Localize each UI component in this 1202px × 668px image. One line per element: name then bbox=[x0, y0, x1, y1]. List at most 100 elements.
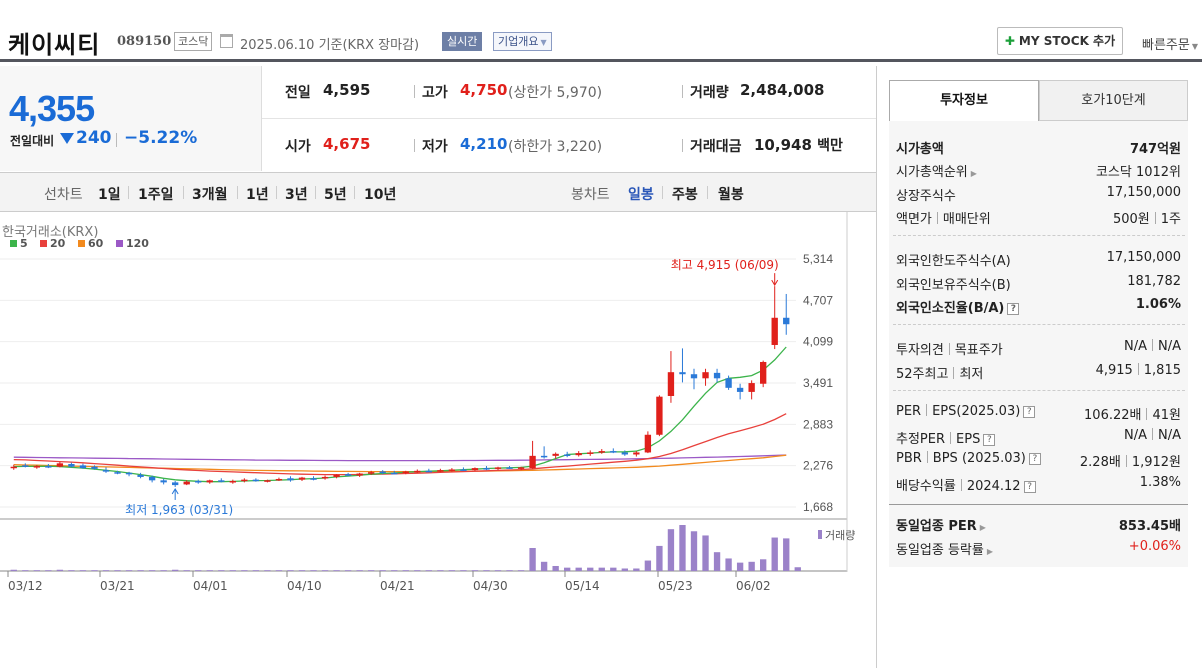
dividend-value: 1.38% bbox=[1139, 475, 1181, 490]
candle-monthly[interactable]: 월봉 bbox=[718, 187, 744, 203]
volume-bar bbox=[333, 570, 340, 571]
company-overview-dropdown[interactable]: 기업개요 ▼ bbox=[493, 32, 552, 51]
help-icon[interactable]: ? bbox=[1028, 453, 1041, 465]
open-label: 시가 bbox=[285, 139, 311, 155]
par-unit-label: 액면가 매매단위 bbox=[896, 208, 991, 227]
help-icon[interactable]: ? bbox=[983, 434, 996, 446]
divider bbox=[948, 343, 950, 355]
side-tabs: 투자정보 호가10단계 bbox=[889, 80, 1188, 121]
tab-order-book[interactable]: 호가10단계 bbox=[1039, 80, 1188, 121]
period-5y[interactable]: 5년 bbox=[324, 187, 347, 203]
amount-unit: 백만 bbox=[817, 138, 843, 154]
market-cap-rank-text: 시가총액순위 bbox=[896, 165, 968, 180]
divider bbox=[414, 85, 415, 98]
candle-body bbox=[702, 372, 709, 379]
add-my-stock-button[interactable]: ✚ MY STOCK 추가 bbox=[997, 27, 1123, 55]
help-icon[interactable]: ? bbox=[1023, 406, 1036, 418]
candle-body bbox=[160, 480, 167, 483]
candle-body bbox=[448, 469, 456, 471]
divider bbox=[936, 212, 938, 224]
amount-value: 10,948 백만 bbox=[754, 135, 843, 155]
candle-body bbox=[229, 481, 236, 483]
volume-bar bbox=[195, 570, 202, 571]
volume-bar bbox=[725, 558, 732, 571]
x-tick-label: 06/02 bbox=[736, 579, 771, 593]
per-value: 106.22배 bbox=[1084, 408, 1142, 423]
volume-bar bbox=[379, 570, 386, 571]
volume-bar bbox=[10, 569, 17, 571]
calendar-icon bbox=[220, 34, 233, 48]
candle-body bbox=[22, 465, 29, 467]
par-value: 500원 bbox=[1112, 212, 1150, 227]
par-unit-value: 500원 1주 bbox=[1113, 208, 1181, 227]
realtime-button[interactable]: 실시간 bbox=[442, 32, 483, 51]
week52-value: 4,915 1,815 bbox=[1096, 363, 1181, 378]
divider bbox=[926, 451, 928, 463]
listed-shares-label: 상장주식수 bbox=[896, 189, 956, 204]
period-10y[interactable]: 10년 bbox=[364, 187, 397, 203]
candle-body bbox=[506, 467, 513, 469]
volume-bar bbox=[748, 561, 755, 571]
period-1w[interactable]: 1주일 bbox=[138, 187, 174, 203]
volume-bar bbox=[760, 559, 767, 571]
candle-body bbox=[760, 361, 767, 384]
period-1y[interactable]: 1년 bbox=[246, 187, 269, 203]
volume-bar bbox=[368, 570, 375, 571]
help-icon[interactable]: ? bbox=[1023, 481, 1036, 493]
eps-value: 41원 bbox=[1152, 408, 1181, 423]
tab-investment-info[interactable]: 투자정보 bbox=[889, 80, 1039, 121]
volume-bar bbox=[91, 570, 98, 571]
candle-body bbox=[725, 378, 732, 388]
volume-bar bbox=[68, 570, 75, 571]
candle-body bbox=[621, 452, 628, 455]
candle-body bbox=[287, 478, 294, 481]
pbr-label: PBR bbox=[896, 451, 922, 466]
week52-high-label: 52주최고 bbox=[896, 367, 949, 382]
candle-weekly[interactable]: 주봉 bbox=[672, 187, 698, 203]
volume-bar bbox=[736, 562, 744, 571]
period-3m[interactable]: 3개월 bbox=[192, 187, 228, 203]
stock-header bbox=[0, 0, 1202, 62]
change-amount: 240 bbox=[76, 128, 112, 148]
upper-limit: (상한가 5,970) bbox=[508, 85, 603, 101]
est-eps-value: N/A bbox=[1158, 428, 1181, 443]
volume-label: 거래량 bbox=[825, 529, 855, 542]
y-tick-label: 2,883 bbox=[803, 417, 833, 431]
candle-body bbox=[148, 476, 156, 481]
market-badge: 코스닥 bbox=[174, 32, 213, 51]
ma-line-ma20 bbox=[13, 413, 787, 476]
trade-unit-value: 1주 bbox=[1160, 212, 1181, 227]
candle-body bbox=[667, 372, 675, 396]
volume-bar bbox=[125, 570, 133, 571]
market-cap-label: 시가총액 bbox=[896, 142, 944, 157]
volume-bar bbox=[540, 561, 548, 571]
period-3y[interactable]: 3년 bbox=[285, 187, 308, 203]
period-1d[interactable]: 1일 bbox=[98, 187, 121, 203]
divider bbox=[128, 186, 129, 199]
legend-swatch bbox=[78, 240, 85, 247]
volume-bar bbox=[298, 570, 306, 571]
volume-bar bbox=[713, 552, 721, 571]
candle-body bbox=[437, 470, 444, 472]
help-icon[interactable]: ? bbox=[1007, 303, 1020, 315]
divider bbox=[237, 186, 238, 199]
volume-bar bbox=[275, 570, 283, 571]
sector-per-value: 853.45배 bbox=[1118, 519, 1181, 534]
foreign-ratio-value: 1.06% bbox=[1135, 297, 1181, 312]
volume-bar bbox=[321, 570, 329, 571]
candle-body bbox=[736, 387, 744, 392]
candle-body bbox=[91, 466, 98, 469]
price-chart[interactable]: 5,314 4,707 4,099 3,491 2,883 2,276 1,668 한국거래소… bbox=[0, 212, 876, 602]
week52-label: 52주최고 최저 bbox=[896, 363, 983, 382]
candle-body bbox=[575, 453, 582, 456]
pbr-bps-value: 2.28배 1,912원 bbox=[1080, 451, 1181, 470]
y-tick-label: 1,668 bbox=[803, 500, 833, 514]
plus-icon: ✚ bbox=[1004, 34, 1015, 48]
divider bbox=[354, 186, 355, 199]
lower-limit: (하한가 3,220) bbox=[508, 139, 603, 155]
candle-daily[interactable]: 일봉 bbox=[628, 187, 654, 203]
candle-body bbox=[517, 467, 525, 469]
quick-order-button[interactable]: 빠른주문 ▼ bbox=[1142, 34, 1198, 53]
volume-bar bbox=[344, 570, 352, 571]
foreign-ratio-label: 외국인소진율(B/A)? bbox=[896, 297, 1020, 316]
